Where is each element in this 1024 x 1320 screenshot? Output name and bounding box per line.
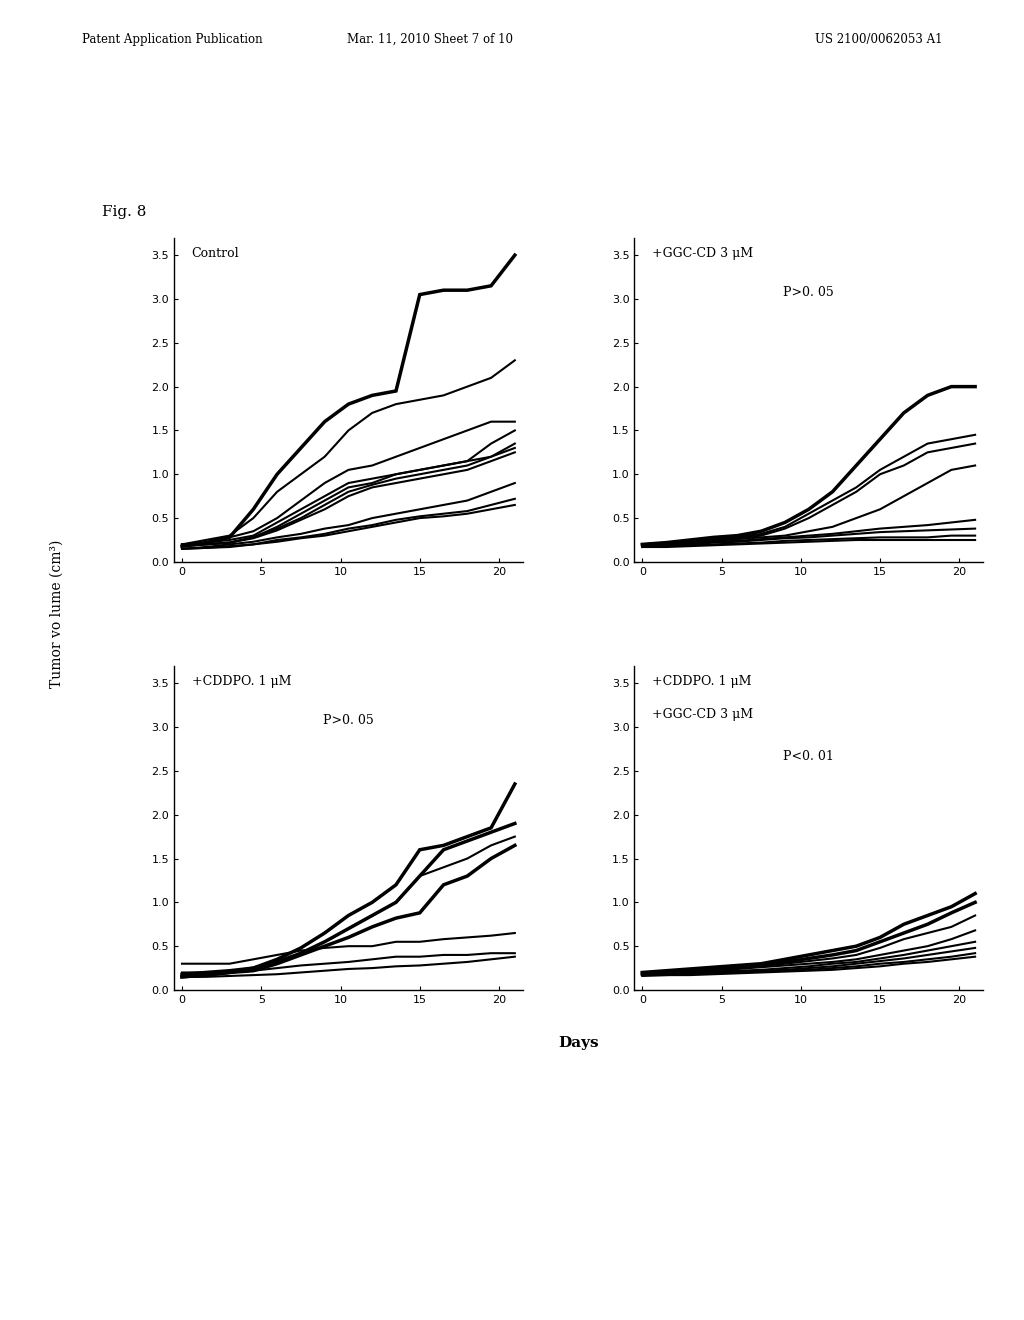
Text: Control: Control — [191, 247, 240, 260]
Text: P>0. 05: P>0. 05 — [783, 286, 835, 300]
Text: +GGC-CD 3 μM: +GGC-CD 3 μM — [652, 247, 753, 260]
Text: P<0. 01: P<0. 01 — [783, 750, 835, 763]
Text: P>0. 05: P>0. 05 — [323, 714, 374, 727]
Text: Patent Application Publication: Patent Application Publication — [82, 33, 262, 46]
Text: Fig. 8: Fig. 8 — [102, 205, 146, 219]
Text: +CDDPO. 1 μM: +CDDPO. 1 μM — [191, 676, 291, 689]
Text: US 2100/0062053 A1: US 2100/0062053 A1 — [814, 33, 942, 46]
Text: +GGC-CD 3 μM: +GGC-CD 3 μM — [652, 708, 753, 721]
Text: Tumor vo lume (cm³): Tumor vo lume (cm³) — [49, 540, 63, 688]
Text: +CDDPO. 1 μM: +CDDPO. 1 μM — [652, 676, 752, 689]
Text: Mar. 11, 2010 Sheet 7 of 10: Mar. 11, 2010 Sheet 7 of 10 — [347, 33, 513, 46]
Text: Days: Days — [558, 1036, 599, 1051]
